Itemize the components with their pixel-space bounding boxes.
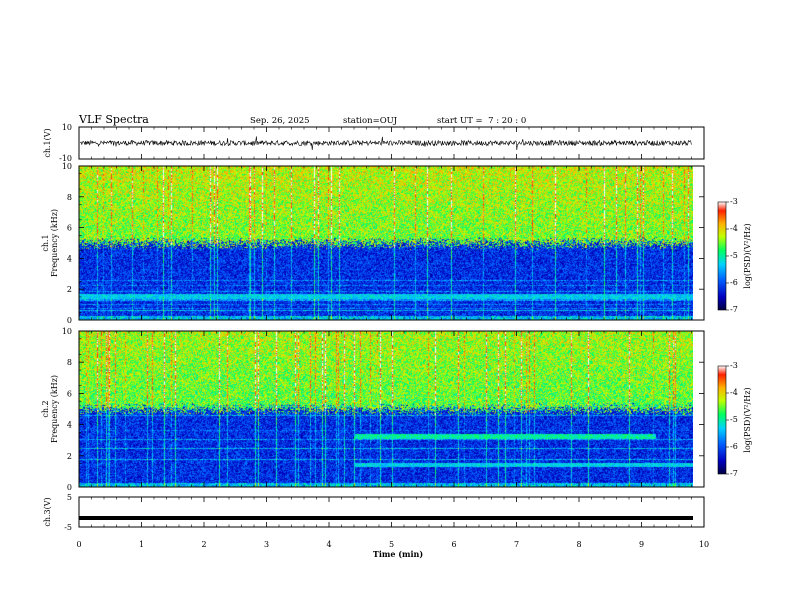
ch1-spectrogram-ytick-label: 2 [67, 285, 72, 294]
ch2-spectrogram-ytick-label: 4 [67, 421, 72, 430]
time-axis-tick-label: 5 [389, 540, 394, 549]
ch1-spectrogram-ylabel-line1: ch.1 [41, 234, 50, 251]
time-axis-tick-labels: 0 1 2 3 4 5 6 7 8 9 10 [76, 540, 709, 549]
ch3-waveform-ylabel: ch.3(V) [43, 497, 52, 526]
time-axis-tick-label: 9 [639, 540, 644, 549]
station-label: station=OUJ [343, 116, 398, 126]
ch1-ytick-top: 10 [62, 123, 72, 132]
time-axis-tick-label: 0 [76, 540, 81, 549]
ch1-spectrogram-image [79, 166, 693, 320]
time-axis-tick-label: 6 [451, 540, 456, 549]
ch1-colorbar-tick-label: -7 [730, 305, 738, 314]
time-axis-label: Time (min) [373, 549, 423, 559]
time-axis-tick-label: 3 [264, 540, 269, 549]
ch3-waveform-panel: 5 -5 ch.3(V) 0 1 2 3 4 5 6 7 8 9 10 Time (min) [43, 493, 709, 559]
ch2-colorbar-tick-label: -5 [730, 415, 738, 424]
ch2-spectrogram-image [79, 331, 693, 487]
ch1-spectrogram-ytick-label: 6 [67, 224, 72, 233]
ch2-spectrogram-ylabel-line1: ch.2 [41, 400, 50, 417]
ch1-ytick-bottom: -10 [59, 154, 72, 163]
ch2-spectrogram-ytick-label: 8 [67, 358, 72, 367]
time-axis-tick-label: 7 [514, 540, 519, 549]
ch1-waveform-trace [79, 136, 692, 151]
ch1-waveform-line [79, 136, 692, 151]
ch1-spectrogram-ticks [78, 165, 705, 321]
time-axis-tick-label: 1 [139, 540, 144, 549]
ch3-ytick-top: 5 [67, 493, 72, 502]
figure-header: VLF Spectra Sep. 26, 2025 station=OUJ st… [78, 113, 526, 126]
ch1-spectrogram-ylabel-line2: Frequency (kHz) [50, 209, 59, 277]
time-axis-tick-label: 10 [699, 540, 709, 549]
time-axis-tick-label: 4 [326, 540, 331, 549]
ch2-spectrogram-ytick-label: 0 [67, 483, 72, 492]
ch2-spectrogram-ticks [78, 330, 705, 488]
start-time-label: start UT = 7 : 20 : 0 [437, 116, 526, 126]
ch2-colorbar-tick-label: -6 [730, 442, 738, 451]
ch1-spectrogram-ytick-label: 10 [62, 162, 72, 171]
ch1-spectrogram-ytick-label: 8 [67, 193, 72, 202]
ch3-waveform-trace [79, 516, 693, 520]
ch1-colorbar-ticks: -3 -4 -5 -6 -7 [726, 197, 738, 314]
ch3-ytick-bottom: -5 [64, 523, 72, 532]
ch2-colorbar-tick-label: -4 [730, 388, 738, 397]
ch2-colorbar [717, 365, 727, 475]
ch1-spectrogram-ytick-label: 0 [67, 316, 72, 325]
ch2-spectrogram-ytick-label: 2 [67, 452, 72, 461]
ch1-colorbar-tick-label: -6 [730, 278, 738, 287]
ch1-waveform-ticks [78, 126, 705, 160]
ch2-colorbar-tick-label: -7 [730, 469, 738, 478]
ch1-colorbar-tick-label: -4 [730, 224, 738, 233]
ch1-spectrogram-ytick-labels: 0 2 4 6 8 10 [62, 162, 72, 325]
ch1-waveform-panel: 10 -10 ch.1(V) [43, 123, 705, 163]
ch3-waveform-ticks [78, 496, 705, 528]
time-axis-tick-label: 8 [576, 540, 581, 549]
ch2-spectrogram-ytick-label: 10 [62, 327, 72, 336]
ch1-spectrogram-ytick-label: 4 [67, 254, 72, 263]
ch1-colorbar-tick-label: -3 [730, 197, 738, 206]
time-axis-tick-label: 2 [201, 540, 206, 549]
ch2-colorbar-ticks: -3 -4 -5 -6 -7 [726, 361, 738, 478]
ch1-colorbar-tick-label: -5 [730, 251, 738, 260]
figure-title: VLF Spectra [78, 113, 149, 126]
ch1-colorbar-label: log(PSD)(V²/Hz) [743, 223, 752, 288]
ch2-colorbar-label: log(PSD)(V²/Hz) [743, 387, 752, 452]
date-label: Sep. 26, 2025 [250, 116, 310, 126]
ch2-spectrogram-ytick-label: 6 [67, 389, 72, 398]
ch1-waveform-ylabel: ch.1(V) [43, 128, 52, 157]
ch2-spectrogram-ytick-labels: 0 2 4 6 8 10 [62, 327, 72, 492]
ch1-colorbar [717, 201, 727, 311]
ch2-spectrogram-ylabel-line2: Frequency (kHz) [50, 375, 59, 443]
ch2-colorbar-tick-label: -3 [730, 361, 738, 370]
